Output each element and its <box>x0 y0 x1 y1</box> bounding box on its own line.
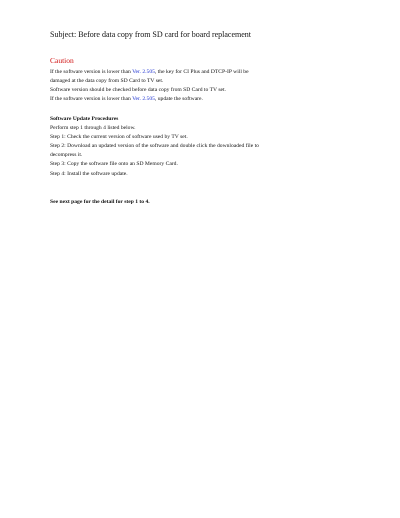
procedure-line: decompress it. <box>50 152 83 159</box>
caution-title: Caution <box>50 56 74 65</box>
text-segment: , the key for CI Plus and DTCP-IP will b… <box>154 69 249 75</box>
caution-line: If the software version is lower than Ve… <box>50 95 249 104</box>
procedure-block: Software Update Procedures Perform step … <box>50 115 259 179</box>
text-segment: Software version should be checked befor… <box>50 87 226 94</box>
text-segment: If the software version is lower than <box>50 96 133 103</box>
procedure-line: Step 2: Download an updated version of t… <box>50 143 259 150</box>
caution-line: If the software version is lower than Ve… <box>50 68 249 77</box>
caution-line: damaged at the data copy from SD Card to… <box>50 77 249 86</box>
text-segment: If the software version is lower than <box>50 69 133 75</box>
text-segment: damaged at the data copy from SD Card to… <box>50 78 164 85</box>
procedure-line: Step 3: Copy the software file onto an S… <box>50 161 178 168</box>
footer-note: See next page for the detail for step 1 … <box>50 199 150 205</box>
text-segment: Ver. 2.505 <box>132 96 155 103</box>
text-segment: , update the software. <box>154 96 203 103</box>
caution-block: Caution If the software version is lower… <box>50 56 249 104</box>
procedure-title: Software Update Procedures <box>50 116 119 122</box>
caution-line: Software version should be checked befor… <box>50 86 249 95</box>
subject: Subject: Before data copy from SD card f… <box>50 30 252 39</box>
procedure-line: Step 1: Check the current version of sof… <box>50 134 188 141</box>
text-segment: Ver. 2.505 <box>132 69 155 75</box>
procedure-line: Perform step 1 through 4 listed below. <box>50 125 136 132</box>
procedure-line: Step 4: Install the software update. <box>50 170 128 177</box>
